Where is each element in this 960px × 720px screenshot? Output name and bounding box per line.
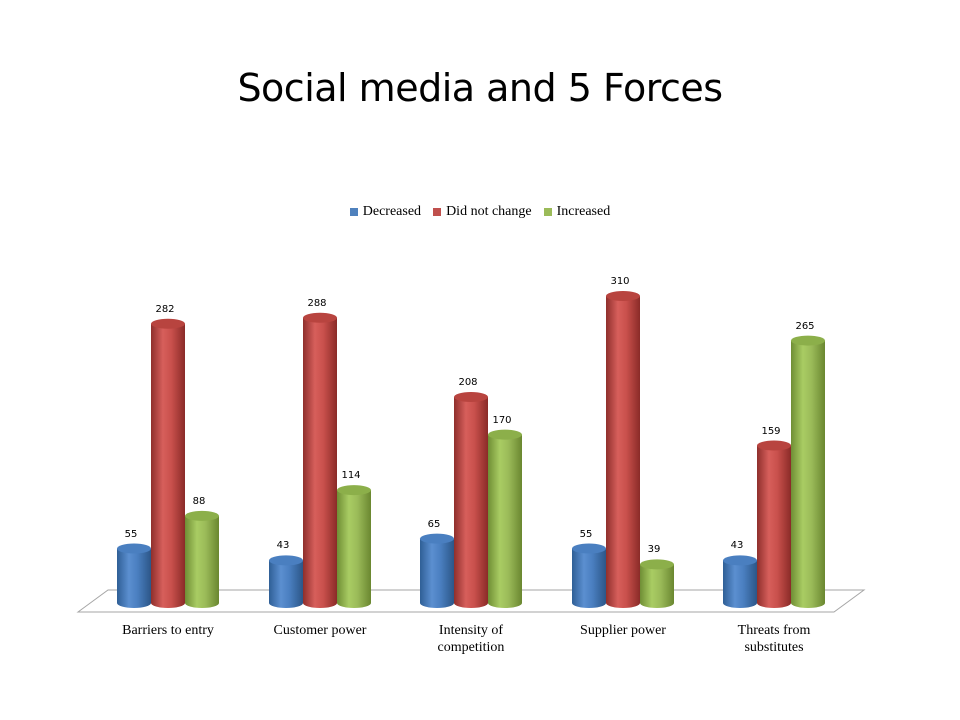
legend-item-decreased: Decreased [349, 204, 422, 220]
chart-legend: Decreased Did not change Increased [0, 204, 960, 220]
bar-cap-did-not-change [606, 291, 640, 301]
bar-cap-decreased [117, 543, 151, 554]
data-label-decreased: 65 [427, 518, 441, 530]
bar-did-not-change [151, 323, 185, 608]
data-label-did-not-change: 208 [458, 377, 478, 388]
bar-cap-increased [791, 335, 825, 346]
legend-label-did-not-change: Did not change [446, 204, 532, 219]
legend-swatch-decreased [349, 208, 358, 216]
data-label-did-not-change: 288 [307, 297, 327, 309]
bar-cap-increased [640, 559, 674, 570]
category-label: Intensity of competition [437, 623, 505, 655]
bar-decreased [420, 538, 454, 608]
bar-did-not-change [757, 445, 791, 608]
category-label: Threats from substitutes [737, 623, 811, 655]
data-label-decreased: 43 [276, 540, 290, 552]
bar-cap-increased [337, 485, 371, 496]
data-label-decreased: 55 [579, 528, 593, 540]
data-label-did-not-change: 282 [155, 303, 175, 315]
legend-swatch-increased [543, 208, 552, 216]
bar-cap-decreased [269, 555, 303, 566]
bar-decreased [117, 548, 151, 608]
bar-increased [337, 490, 371, 608]
bar-cap-did-not-change [303, 312, 337, 323]
data-label-decreased: 55 [124, 528, 138, 540]
bar-cap-decreased [420, 533, 454, 544]
bar-cap-increased [488, 429, 522, 440]
bar-cap-decreased [572, 543, 606, 554]
bar-did-not-change [303, 317, 337, 608]
slide-title: Social media and 5 Forces [237, 66, 723, 110]
category-label: Barriers to entry [122, 623, 214, 638]
bar-decreased [572, 548, 606, 608]
bar-cap-did-not-change [151, 318, 185, 329]
data-label-increased: 170 [492, 414, 512, 426]
data-label-increased: 114 [341, 470, 361, 482]
legend-item-increased: Increased [543, 204, 611, 220]
bar-cap-did-not-change [757, 440, 791, 451]
bar-increased [488, 434, 522, 608]
bar-did-not-change [606, 296, 640, 608]
bars-group [117, 291, 825, 608]
legend-label-decreased: Decreased [362, 204, 422, 219]
category-label: Customer power [273, 623, 367, 638]
bar-increased [791, 340, 825, 608]
bar-did-not-change [454, 397, 488, 608]
data-label-did-not-change: 159 [761, 425, 781, 437]
bar-decreased [269, 560, 303, 608]
data-label-decreased: 43 [730, 540, 744, 552]
bar-cap-increased [185, 510, 219, 521]
data-label-increased: 39 [647, 544, 661, 556]
bar-cap-decreased [723, 555, 757, 566]
bar-increased [640, 564, 674, 608]
bar-decreased [723, 560, 757, 608]
legend-swatch-did-not-change [433, 208, 442, 216]
bar-cap-did-not-change [454, 392, 488, 403]
data-label-did-not-change: 310 [610, 276, 630, 287]
legend-item-did-not-change: Did not change [433, 204, 532, 220]
bar-increased [185, 515, 219, 608]
legend-label-increased: Increased [556, 204, 611, 219]
data-label-increased: 88 [192, 495, 206, 507]
data-label-increased: 265 [795, 320, 815, 332]
category-label: Supplier power [580, 623, 666, 638]
